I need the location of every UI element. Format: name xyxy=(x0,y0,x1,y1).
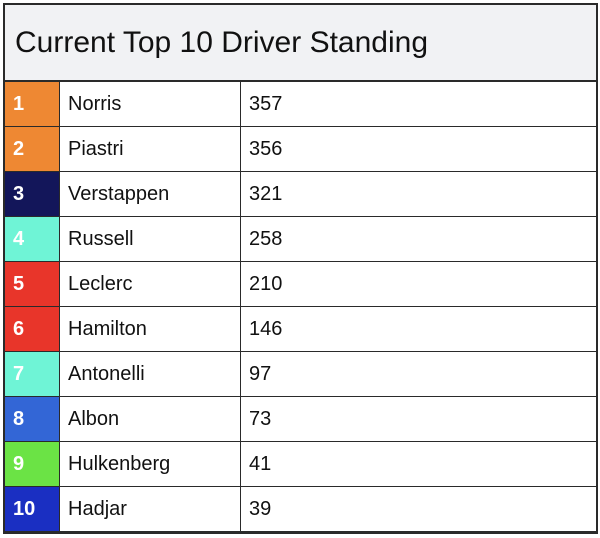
points-cell: 210 xyxy=(240,261,596,307)
table-row: 7 Antonelli 97 xyxy=(5,351,596,397)
driver-name-cell: Piastri xyxy=(59,126,241,172)
position-cell: 4 xyxy=(5,216,60,262)
driver-name-cell: Albon xyxy=(59,396,241,442)
position-cell: 6 xyxy=(5,306,60,352)
driver-name-cell: Leclerc xyxy=(59,261,241,307)
position-cell: 10 xyxy=(5,486,60,531)
driver-name-cell: Russell xyxy=(59,216,241,262)
standings-table-container: Current Top 10 Driver Standing 1 Norris 35… xyxy=(3,3,598,534)
position-cell: 5 xyxy=(5,261,60,307)
table-row: 10 Hadjar 39 xyxy=(5,486,596,531)
table-title: Current Top 10 Driver Standing xyxy=(5,5,596,82)
driver-name-cell: Verstappen xyxy=(59,171,241,217)
position-cell: 1 xyxy=(5,82,60,127)
points-cell: 39 xyxy=(240,486,596,531)
points-cell: 321 xyxy=(240,171,596,217)
position-cell: 8 xyxy=(5,396,60,442)
driver-name-cell: Hulkenberg xyxy=(59,441,241,487)
position-cell: 3 xyxy=(5,171,60,217)
driver-name-cell: Norris xyxy=(59,82,241,127)
table-row: 1 Norris 357 xyxy=(5,82,596,127)
points-cell: 357 xyxy=(240,82,596,127)
points-cell: 97 xyxy=(240,351,596,397)
table-row: 6 Hamilton 146 xyxy=(5,306,596,352)
table-row: 9 Hulkenberg 41 xyxy=(5,441,596,487)
points-cell: 258 xyxy=(240,216,596,262)
driver-name-cell: Hamilton xyxy=(59,306,241,352)
points-cell: 41 xyxy=(240,441,596,487)
position-cell: 9 xyxy=(5,441,60,487)
position-cell: 7 xyxy=(5,351,60,397)
driver-name-cell: Antonelli xyxy=(59,351,241,397)
points-cell: 146 xyxy=(240,306,596,352)
table-row: 8 Albon 73 xyxy=(5,396,596,442)
position-cell: 2 xyxy=(5,126,60,172)
driver-name-cell: Hadjar xyxy=(59,486,241,531)
points-cell: 73 xyxy=(240,396,596,442)
points-cell: 356 xyxy=(240,126,596,172)
table-row: 5 Leclerc 210 xyxy=(5,261,596,307)
table-row: 3 Verstappen 321 xyxy=(5,171,596,217)
table-row: 4 Russell 258 xyxy=(5,216,596,262)
table-row: 2 Piastri 356 xyxy=(5,126,596,172)
standings-table: 1 Norris 357 2 Piastri 356 3 Verstappen 321 4 Russ… xyxy=(5,82,596,531)
